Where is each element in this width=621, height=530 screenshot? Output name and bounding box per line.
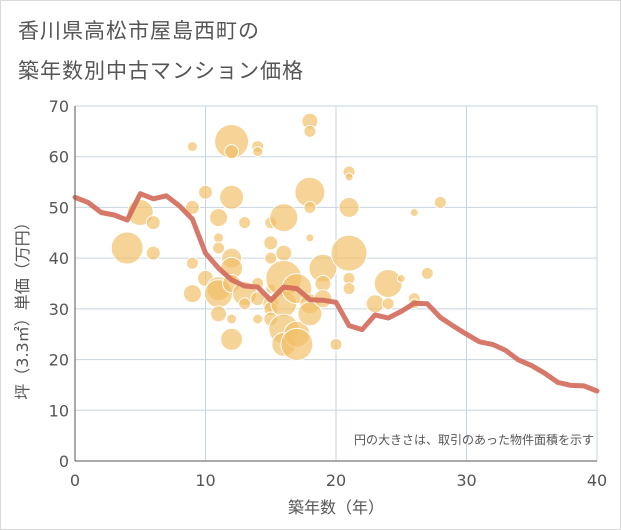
bubble-point (381, 297, 395, 311)
bubble-size-note: 円の大きさは、取引のあった物件面積を示す (354, 432, 594, 447)
bubble-point (409, 208, 419, 217)
bubble-point (330, 234, 368, 272)
bubble-point (252, 146, 264, 158)
x-tick-label: 30 (456, 471, 476, 490)
y-tick-label: 50 (49, 198, 69, 217)
bubble-point (305, 233, 315, 243)
x-tick-label: 40 (587, 471, 607, 490)
bubble-point (238, 216, 252, 230)
chart-title-line1: 香川県高松市屋島西町の (18, 19, 260, 43)
bubble-point (184, 199, 200, 215)
y-tick-label: 70 (49, 97, 69, 116)
bubble-point (433, 195, 447, 209)
bubble-point (182, 284, 202, 304)
y-tick-label: 10 (49, 401, 69, 420)
bubble-point (219, 184, 245, 210)
y-axis-title: 坪（3.3㎡）単価（万円） (13, 214, 32, 399)
bubble-point (269, 203, 299, 233)
bubble-point (145, 215, 161, 231)
bubble-series (110, 112, 447, 361)
trend-line (72, 191, 600, 394)
bubble-point (303, 124, 317, 138)
bubble-point (396, 273, 406, 283)
bubble-point (344, 172, 354, 182)
axes: 0 10 20 30 40 50 60 70 0 10 20 30 40 (49, 97, 608, 490)
bubble-point (224, 144, 240, 160)
bubble-point (338, 196, 360, 218)
bubble-point (329, 337, 343, 351)
y-tick-label: 20 (49, 351, 69, 370)
bubble-point (210, 305, 228, 323)
bubble-point (280, 327, 314, 361)
bubble-point (303, 200, 317, 214)
trend-series (72, 191, 600, 394)
grid (75, 105, 598, 461)
y-tick-label: 60 (49, 148, 69, 167)
bubble-point (220, 327, 244, 351)
bubble-point (275, 244, 293, 262)
bubble-point (263, 235, 279, 251)
bubble-point (420, 266, 434, 280)
x-tick-label: 10 (195, 471, 215, 490)
bubble-point (198, 184, 213, 200)
bubble-point (212, 241, 226, 255)
x-tick-label: 0 (70, 471, 80, 490)
bubble-point (342, 282, 356, 296)
bubble-point (110, 231, 144, 265)
y-tick-label: 40 (49, 249, 69, 268)
bubble-point (314, 275, 332, 292)
bubble-point (365, 294, 385, 314)
bubble-point (209, 208, 229, 228)
bubble-point (373, 269, 403, 298)
bubble-point (185, 256, 199, 270)
bubble-point (226, 313, 238, 325)
y-tick-label: 0 (59, 452, 69, 471)
bubble-point (264, 251, 278, 265)
bubble-point (238, 297, 252, 311)
y-tick-label: 30 (49, 300, 69, 319)
bubble-point (145, 245, 161, 261)
chart-title-line2: 築年数別中古マンション価格 (18, 59, 304, 83)
x-axis-title: 築年数（年） (288, 498, 384, 517)
x-tick-label: 20 (326, 471, 346, 490)
bubble-point (186, 141, 198, 153)
bubble-point (213, 232, 225, 244)
bubble-point (252, 313, 264, 325)
